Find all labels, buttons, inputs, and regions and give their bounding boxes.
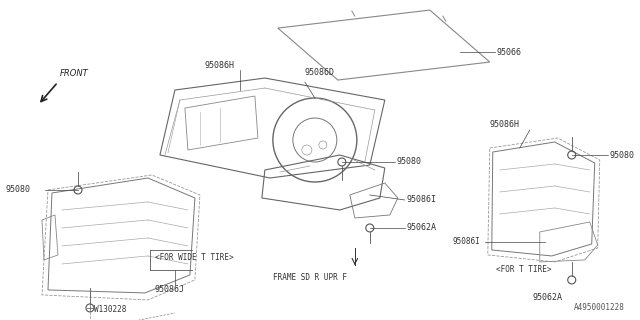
Text: <FOR WIDE T TIRE>: <FOR WIDE T TIRE>: [155, 253, 234, 262]
Text: W130228: W130228: [94, 305, 126, 315]
Text: <FOR T TIRE>: <FOR T TIRE>: [496, 266, 551, 275]
Text: 95086H: 95086H: [490, 119, 520, 129]
Text: 95086J: 95086J: [155, 285, 185, 294]
Text: 95062A: 95062A: [532, 293, 563, 302]
Text: FRAME SD R UPR F: FRAME SD R UPR F: [273, 274, 347, 283]
Text: A4950001228: A4950001228: [574, 303, 625, 312]
Text: 95080: 95080: [6, 186, 31, 195]
Text: 95086I: 95086I: [407, 196, 437, 204]
Text: 95086I: 95086I: [452, 237, 480, 246]
Text: FRONT: FRONT: [60, 69, 89, 78]
Text: 95086D: 95086D: [305, 68, 335, 76]
Text: 95066: 95066: [497, 48, 522, 57]
Text: 95086H: 95086H: [205, 60, 235, 69]
Text: 95062A: 95062A: [407, 223, 437, 232]
Text: 95080: 95080: [610, 150, 635, 159]
Text: 95080: 95080: [397, 157, 422, 166]
